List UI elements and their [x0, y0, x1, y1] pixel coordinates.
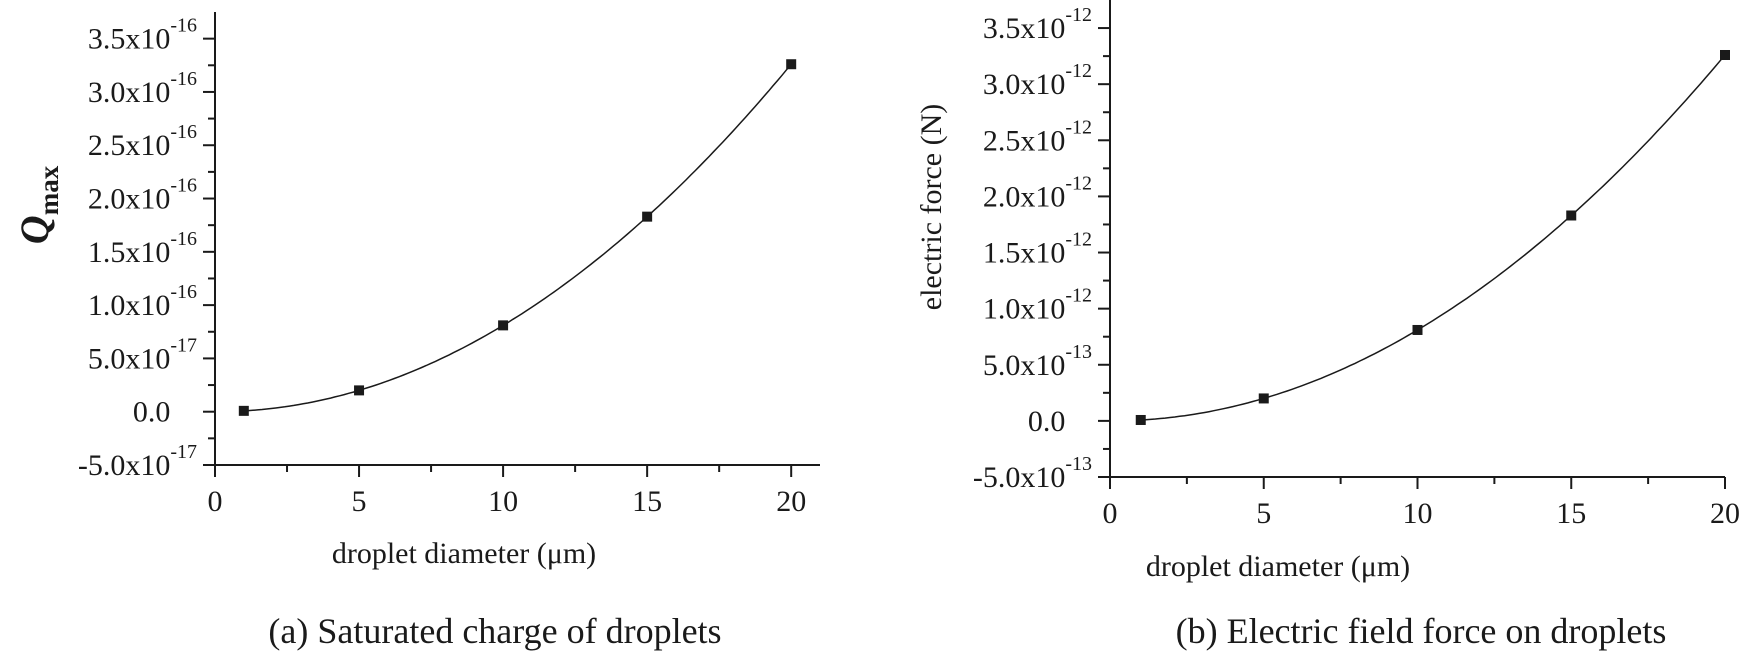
panel-a-ylabel: Qmax [12, 165, 64, 244]
panel-b-x-tick-label: 10 [1403, 497, 1433, 530]
panel-a-plot: 0 5 10 15 20 -5.0x10-17 0.0-17 5.0x10-17 1.0x10-… [78, 12, 820, 518]
panel-b-x-tick-label: 5 [1256, 497, 1271, 530]
panel-b-xlabel: droplet diameter (μm) [1146, 550, 1410, 583]
panel-b-data-point [1258, 393, 1269, 404]
panel-a-y-tick-label: 2.0x10-16 [88, 175, 197, 216]
panel-b-y-tick-label: 1.5x10-12 [983, 229, 1092, 270]
panel-a-y-tick-label: 3.0x10-16 [88, 68, 197, 109]
panel-a-y-tick-label: 1.0x10-16 [88, 281, 197, 322]
panel-a-x-tick-label: 10 [488, 485, 518, 518]
panel-b-y-tick-label: 0.0-17 [1028, 405, 1092, 438]
panel-a-data-point [642, 211, 653, 222]
panel-a-y-tick-label: 2.5x10-16 [88, 121, 197, 162]
panel-a-data-point [786, 59, 797, 70]
panel-a-ylabel-subscript: max [34, 165, 64, 215]
svg-text:Qmax: Qmax [12, 165, 64, 244]
panel-a: 0 5 10 15 20 -5.0x10-17 0.0-17 5.0x10-17 1.0x10-… [12, 12, 820, 651]
panel-b-y-tick-label: 1.0x10-12 [983, 285, 1092, 326]
panel-a-fit-line [243, 63, 792, 412]
panel-a-xlabel: droplet diameter (μm) [332, 537, 596, 570]
panel-b-x-tick-label: 0 [1103, 497, 1118, 530]
panel-b-data-point [1566, 210, 1577, 221]
panel-b-data-point [1720, 49, 1730, 60]
panel-b-y-tick-label: -5.0x10-13 [973, 453, 1092, 494]
panel-b-x-tick-label: 20 [1710, 497, 1740, 530]
panel-b-plot: 0 5 10 15 20 -5.0x10-13 0.0-17 5.0x10-13 1.0x10-… [973, 0, 1740, 530]
panel-a-y-tick-label: -5.0x10-17 [78, 441, 197, 482]
panel-b-y-tick-label: 2.5x10-12 [983, 116, 1092, 157]
panel-a-data-point [354, 385, 365, 396]
panel-a-y-tick-label: 5.0x10-17 [88, 334, 197, 375]
panel-a-x-tick-label: 5 [352, 485, 367, 518]
panel-a-data-point [238, 405, 249, 416]
panel-b-ylabel: electric force (N) [915, 104, 948, 311]
panel-a-y-tick-label: 3.5x10-16 [88, 15, 197, 56]
panel-a-data-point [498, 320, 509, 331]
panel-b-y-tick-label: 2.0x10-12 [983, 172, 1092, 213]
panel-a-y-tick-label: 0.0-17 [133, 396, 197, 429]
panel-b-y-tick-label: 3.5x10-12 [983, 4, 1092, 45]
panel-b: 0 5 10 15 20 -5.0x10-13 0.0-17 5.0x10-13 1.0x10-… [915, 0, 1740, 651]
panel-b-data-point [1412, 324, 1423, 335]
panel-a-caption: (a) Saturated charge of droplets [268, 611, 721, 651]
panel-b-y-tick-label: 3.0x10-12 [983, 60, 1092, 101]
panel-b-fit-line [1140, 54, 1726, 421]
panel-b-y-tick-label: 5.0x10-13 [983, 341, 1092, 382]
panel-a-x-tick-label: 15 [632, 485, 662, 518]
panel-b-caption: (b) Electric field force on droplets [1176, 611, 1667, 651]
panel-b-x-tick-label: 15 [1556, 497, 1586, 530]
panel-a-y-tick-label: 1.5x10-16 [88, 228, 197, 269]
panel-a-x-tick-label: 20 [776, 485, 806, 518]
panel-b-data-point [1135, 414, 1146, 425]
panel-a-ylabel-q: Q [12, 215, 57, 244]
panel-a-x-tick-label: 0 [208, 485, 223, 518]
